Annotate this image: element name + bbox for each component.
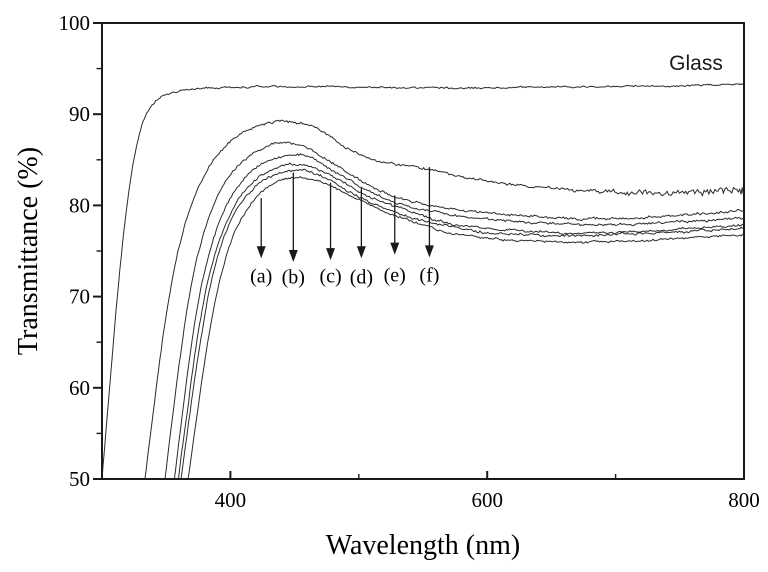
curve-e bbox=[164, 141, 743, 478]
curve-f bbox=[144, 119, 743, 478]
arrow-label-(a): (a) bbox=[250, 266, 272, 288]
y-tick-label-80: 80 bbox=[69, 193, 90, 217]
y-tick-label-100: 100 bbox=[59, 11, 91, 35]
curve-b bbox=[180, 168, 743, 478]
arrowhead-(e) bbox=[390, 242, 400, 255]
curve-a bbox=[187, 175, 743, 478]
arrowhead-(c) bbox=[326, 248, 336, 261]
arrowhead-(b) bbox=[288, 249, 298, 262]
y-tick-label-60: 60 bbox=[69, 376, 90, 400]
arrow-label-(e): (e) bbox=[384, 265, 406, 287]
arrowhead-(a) bbox=[256, 246, 266, 259]
x-tick-label-800: 800 bbox=[728, 488, 760, 512]
arrow-label-(d): (d) bbox=[350, 267, 373, 289]
y-tick-label-70: 70 bbox=[69, 285, 90, 309]
x-axis-title: Wavelength (nm) bbox=[325, 530, 521, 561]
curve-Glass bbox=[103, 83, 743, 473]
glass-series-label: Glass bbox=[669, 52, 723, 75]
plot-border bbox=[101, 22, 745, 480]
arrow-label-(c): (c) bbox=[319, 266, 341, 288]
arrowhead-(d) bbox=[356, 246, 366, 259]
y-tick-label-90: 90 bbox=[69, 102, 90, 126]
y-axis-title: Transmittance (%) bbox=[13, 146, 44, 356]
curve-d bbox=[174, 153, 743, 478]
x-tick-label-600: 600 bbox=[471, 488, 503, 512]
arrow-label-(f): (f) bbox=[419, 265, 439, 287]
y-tick-label-50: 50 bbox=[69, 467, 90, 491]
curve-c bbox=[178, 162, 743, 478]
arrowhead-(f) bbox=[424, 245, 434, 258]
arrow-label-(b): (b) bbox=[282, 267, 305, 289]
x-tick-label-400: 400 bbox=[215, 488, 247, 512]
